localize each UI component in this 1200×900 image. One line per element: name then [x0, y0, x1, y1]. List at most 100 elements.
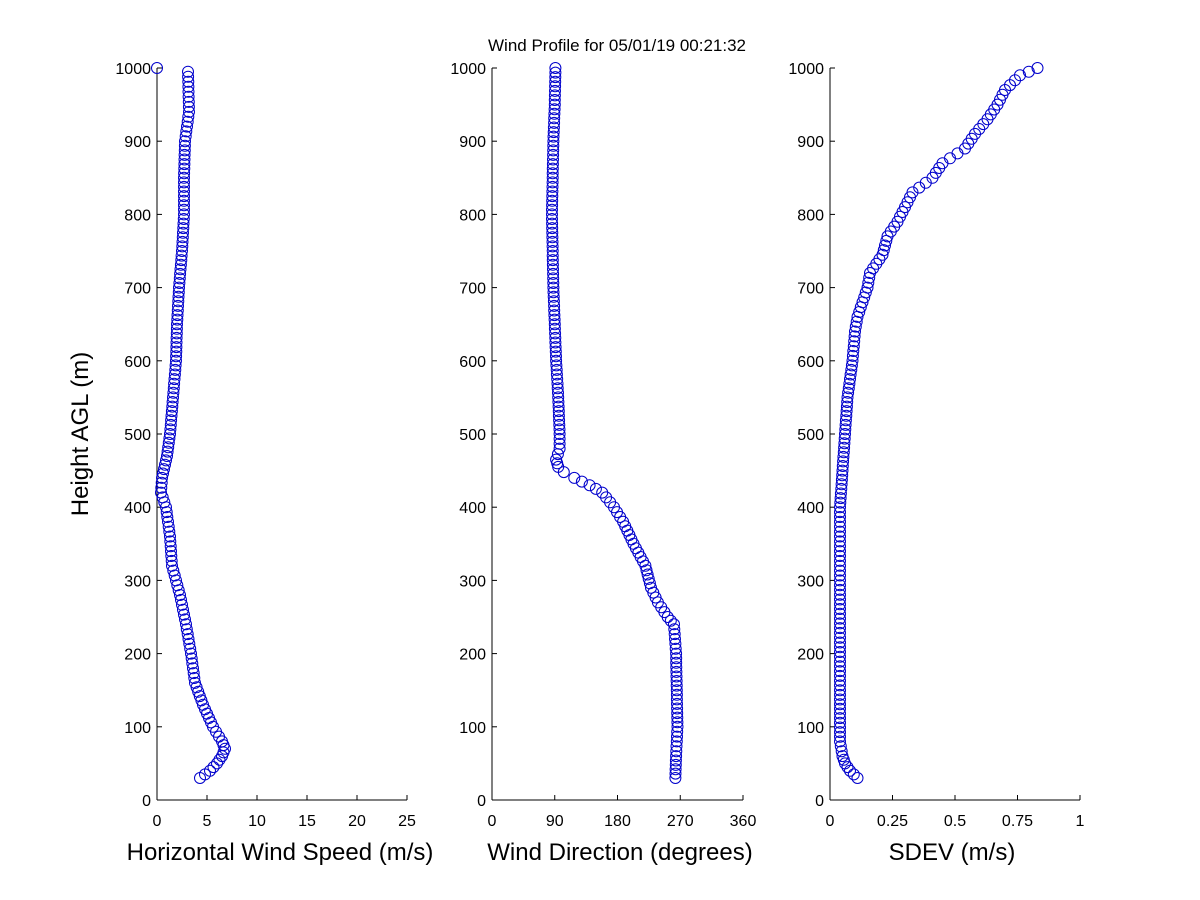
data-point: [170, 331, 183, 344]
data-point: [548, 313, 561, 326]
data-point: [184, 642, 197, 655]
data-point: [548, 322, 561, 335]
data-point: [164, 423, 177, 436]
data-point: [849, 325, 861, 338]
data-point: [178, 208, 190, 221]
data-point: [1014, 69, 1026, 82]
data-point: [861, 281, 874, 294]
data-point: [670, 670, 683, 683]
data-point: [834, 530, 846, 543]
data-point: [951, 147, 964, 160]
data-point: [176, 598, 188, 611]
data-point: [165, 409, 178, 422]
data-point: [834, 646, 846, 658]
data-point: [670, 665, 683, 678]
y-tick-label: 600: [797, 354, 824, 371]
data-point: [546, 226, 559, 239]
y-tick-label: 700: [797, 281, 824, 298]
x-tick-label: 0.5: [944, 813, 966, 830]
data-point: [548, 94, 561, 106]
y-tick-label: 700: [124, 281, 151, 298]
x-tick-label: 360: [730, 813, 757, 830]
data-point: [178, 203, 190, 216]
data-point: [669, 772, 682, 784]
data-point: [181, 628, 194, 641]
x-tick-label: 0: [153, 813, 162, 830]
y-tick-label: 500: [124, 427, 151, 444]
data-point: [177, 217, 190, 230]
x-tick-label: 90: [546, 813, 564, 830]
data-point: [546, 213, 558, 225]
data-point: [834, 496, 847, 509]
data-point: [841, 391, 854, 404]
data-point: [552, 400, 565, 413]
data-point: [834, 693, 846, 706]
data-point: [670, 656, 683, 669]
data-point: [842, 382, 855, 395]
y-tick-label: 300: [124, 573, 151, 590]
data-point: [553, 432, 566, 445]
data-point: [170, 345, 183, 358]
data-point: [178, 144, 191, 157]
data-point: [182, 95, 195, 108]
data-point: [834, 579, 846, 592]
data-point: [834, 626, 846, 639]
data-point: [158, 463, 170, 476]
data-point: [877, 244, 890, 257]
data-point: [546, 199, 559, 212]
data-point: [846, 354, 859, 367]
data-point: [845, 363, 858, 376]
data-point: [851, 772, 864, 784]
data-point: [834, 707, 846, 720]
data-point: [846, 349, 859, 362]
data-point: [213, 753, 226, 766]
data-point: [178, 180, 190, 193]
data-point: [160, 506, 173, 519]
data-point: [155, 486, 167, 499]
data-point: [553, 418, 566, 431]
data-point: [179, 613, 191, 626]
data-point: [549, 71, 562, 84]
data-point: [172, 299, 184, 312]
y-tick-label: 1000: [115, 61, 151, 78]
data-point: [182, 110, 195, 123]
data-point: [834, 569, 846, 582]
data-point: [553, 442, 566, 455]
data-point: [182, 65, 194, 78]
data-point: [835, 745, 848, 758]
data-point: [552, 386, 564, 399]
data-point: [550, 368, 563, 381]
data-point: [547, 267, 560, 280]
x-tick-label: 5: [203, 813, 212, 830]
data-point: [179, 130, 192, 143]
data-point: [848, 335, 861, 348]
data-point: [162, 520, 175, 533]
y-tick-label: 600: [124, 354, 151, 371]
data-point: [547, 263, 559, 276]
data-point: [546, 194, 559, 207]
data-point: [161, 511, 174, 523]
data-point: [170, 341, 183, 354]
data-point: [834, 636, 846, 649]
data-point: [834, 726, 846, 739]
data-point: [183, 105, 195, 118]
data-point: [552, 409, 565, 422]
data-point: [551, 377, 564, 390]
data-point: [170, 322, 183, 335]
data-point: [551, 382, 564, 395]
data-point: [834, 655, 846, 668]
data-point: [973, 123, 986, 135]
y-tick-label: 300: [797, 573, 824, 590]
data-point: [671, 702, 684, 715]
y-tick-label: 1000: [450, 61, 486, 78]
panel-sdev: 0 100 200 300 400 500 600 700 800 900 1000 0 0.25 0.5…: [788, 61, 1084, 866]
data-point: [160, 454, 172, 467]
data-point: [546, 203, 558, 216]
data-point: [178, 153, 191, 166]
data-point: [847, 768, 860, 781]
data-point: [668, 628, 681, 641]
data-point: [837, 455, 850, 468]
data-point: [548, 304, 561, 317]
y-tick-label: 400: [797, 500, 824, 517]
data-point: [834, 487, 847, 500]
